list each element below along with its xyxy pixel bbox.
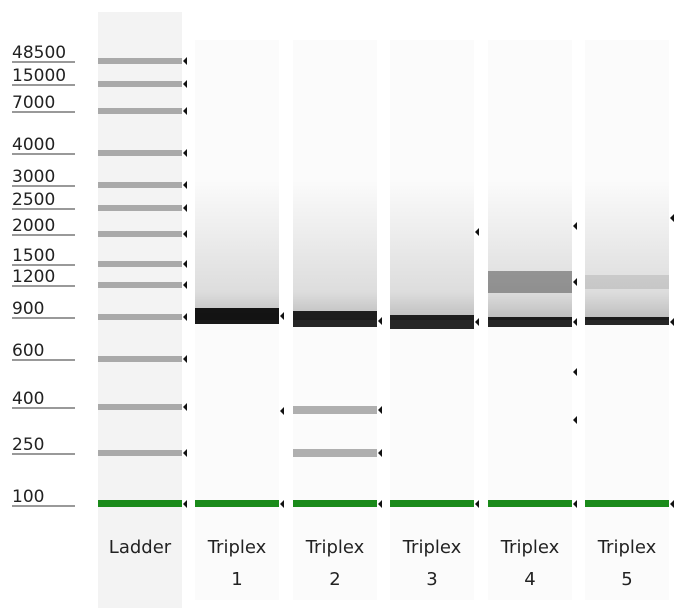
band-marker <box>573 318 577 326</box>
band <box>98 108 182 114</box>
lower-marker <box>390 500 474 507</box>
band-marker <box>183 260 187 268</box>
size-label: 4000 <box>12 135 55 155</box>
band-marker <box>183 149 187 157</box>
smear <box>195 180 279 320</box>
size-label: 3000 <box>12 167 55 187</box>
band-marker <box>573 500 577 508</box>
lane-number: 3 <box>426 569 437 590</box>
band-marker <box>183 230 187 238</box>
band-marker <box>573 368 577 376</box>
band-marker <box>183 57 187 65</box>
size-label: 600 <box>12 341 44 361</box>
band <box>195 308 279 324</box>
band <box>293 449 377 457</box>
band <box>585 317 669 325</box>
band <box>293 406 377 414</box>
band <box>98 150 182 156</box>
size-label: 100 <box>12 487 44 507</box>
lane-number: 5 <box>621 569 632 590</box>
smear <box>390 180 474 320</box>
smear <box>585 180 669 320</box>
lane-number: 4 <box>524 569 535 590</box>
size-label: 400 <box>12 389 44 409</box>
band-marker <box>183 500 187 508</box>
band-marker <box>670 214 674 222</box>
lane-name: Triplex <box>402 537 462 558</box>
lower-marker <box>585 500 669 507</box>
band-marker <box>378 500 382 508</box>
size-label: 7000 <box>12 93 55 113</box>
lane-number: 2 <box>329 569 340 590</box>
smear <box>293 180 377 320</box>
band <box>98 450 182 456</box>
lane-name: Triplex <box>207 537 267 558</box>
lane-name: Triplex <box>305 537 365 558</box>
lane-name: Triplex <box>597 537 657 558</box>
lower-marker <box>293 500 377 507</box>
size-label: 15000 <box>12 66 66 86</box>
band <box>98 314 182 320</box>
band <box>98 58 182 64</box>
band-marker <box>670 500 674 508</box>
size-label: 1500 <box>12 246 55 266</box>
band <box>98 404 182 410</box>
band-marker <box>183 281 187 289</box>
band <box>98 231 182 237</box>
size-label: 48500 <box>12 43 66 63</box>
band-marker <box>183 80 187 88</box>
lane-background <box>98 12 182 608</box>
band <box>98 205 182 211</box>
lane-number: 1 <box>231 569 242 590</box>
band-marker <box>573 278 577 286</box>
size-label: 2000 <box>12 216 55 236</box>
band-marker <box>670 318 674 326</box>
band <box>488 317 572 327</box>
lower-marker <box>98 500 182 507</box>
lower-marker <box>488 500 572 507</box>
band-marker <box>573 222 577 230</box>
band <box>98 182 182 188</box>
band-marker <box>183 355 187 363</box>
band-marker <box>378 449 382 457</box>
band <box>488 271 572 293</box>
band-marker <box>183 204 187 212</box>
lane-name: Triplex <box>500 537 560 558</box>
band <box>390 315 474 329</box>
band <box>98 282 182 288</box>
band <box>585 275 669 289</box>
band-marker <box>280 407 284 415</box>
band-marker <box>183 181 187 189</box>
band-marker <box>183 313 187 321</box>
band-marker <box>183 403 187 411</box>
lane-name: Ladder <box>109 537 172 558</box>
band-marker <box>475 318 479 326</box>
band <box>98 81 182 87</box>
band-marker <box>475 228 479 236</box>
size-label: 1200 <box>12 267 55 287</box>
band <box>98 356 182 362</box>
smear <box>488 180 572 320</box>
size-label: 250 <box>12 435 44 455</box>
band-marker <box>378 406 382 414</box>
band-marker <box>183 107 187 115</box>
band-marker <box>573 416 577 424</box>
band-marker <box>280 312 284 320</box>
band <box>98 261 182 267</box>
band <box>293 311 377 327</box>
size-label: 2500 <box>12 190 55 210</box>
band-marker <box>475 500 479 508</box>
size-label: 900 <box>12 299 44 319</box>
band-marker <box>378 317 382 325</box>
lower-marker <box>195 500 279 507</box>
band-marker <box>280 500 284 508</box>
band-marker <box>183 449 187 457</box>
